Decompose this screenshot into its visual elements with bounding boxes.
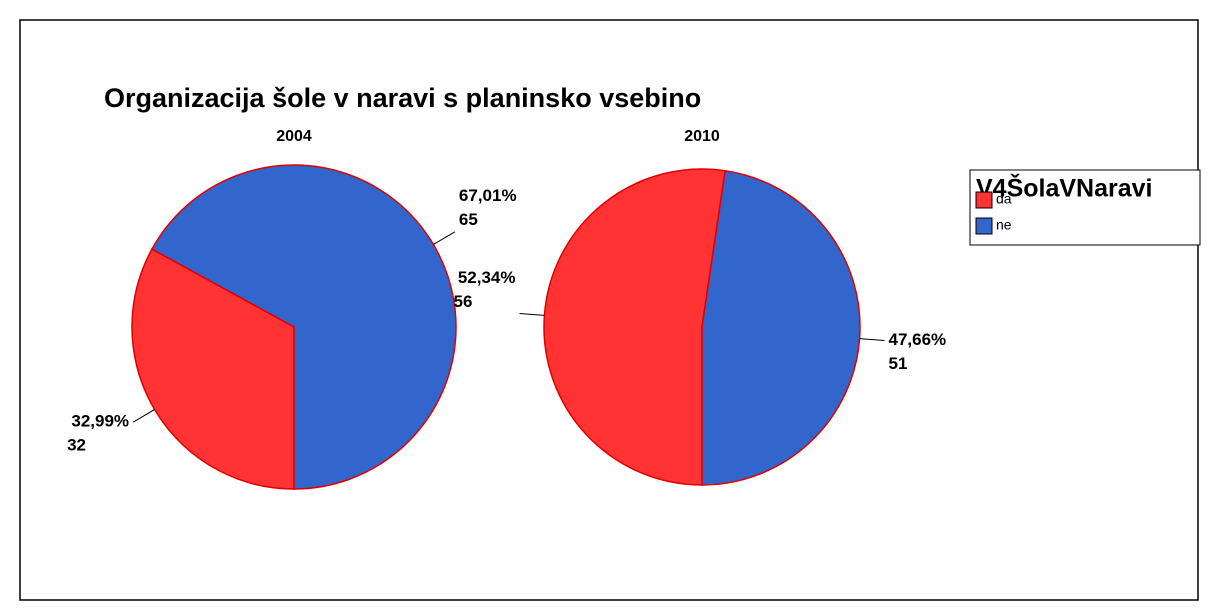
leader-line	[859, 338, 885, 341]
legend-title: V4ŠolaVNaravi	[976, 173, 1153, 203]
legend-box	[969, 169, 1201, 246]
chart-title: Organizacija šole v naravi s planinsko v…	[104, 83, 701, 113]
legend-swatch	[975, 191, 993, 209]
leader-line	[132, 409, 155, 423]
data-label: 67,01%	[459, 186, 517, 205]
data-label: 52,34%	[458, 268, 516, 287]
pie-title: 2004	[276, 128, 312, 145]
pie-title: 2010	[684, 128, 720, 145]
data-label: 32,99%	[71, 412, 129, 431]
data-label: 47,66%	[889, 330, 947, 349]
pie-slice	[701, 169, 861, 486]
data-label: 32	[67, 436, 86, 455]
legend-swatch	[975, 217, 993, 235]
data-label: 56	[453, 292, 472, 311]
data-label: 51	[889, 354, 908, 373]
pie-slice	[150, 164, 457, 490]
legend-label: da	[996, 191, 1012, 207]
data-label: 65	[459, 210, 478, 229]
leader-line	[519, 313, 545, 316]
legend-label: ne	[996, 217, 1012, 233]
leader-line	[433, 231, 456, 245]
